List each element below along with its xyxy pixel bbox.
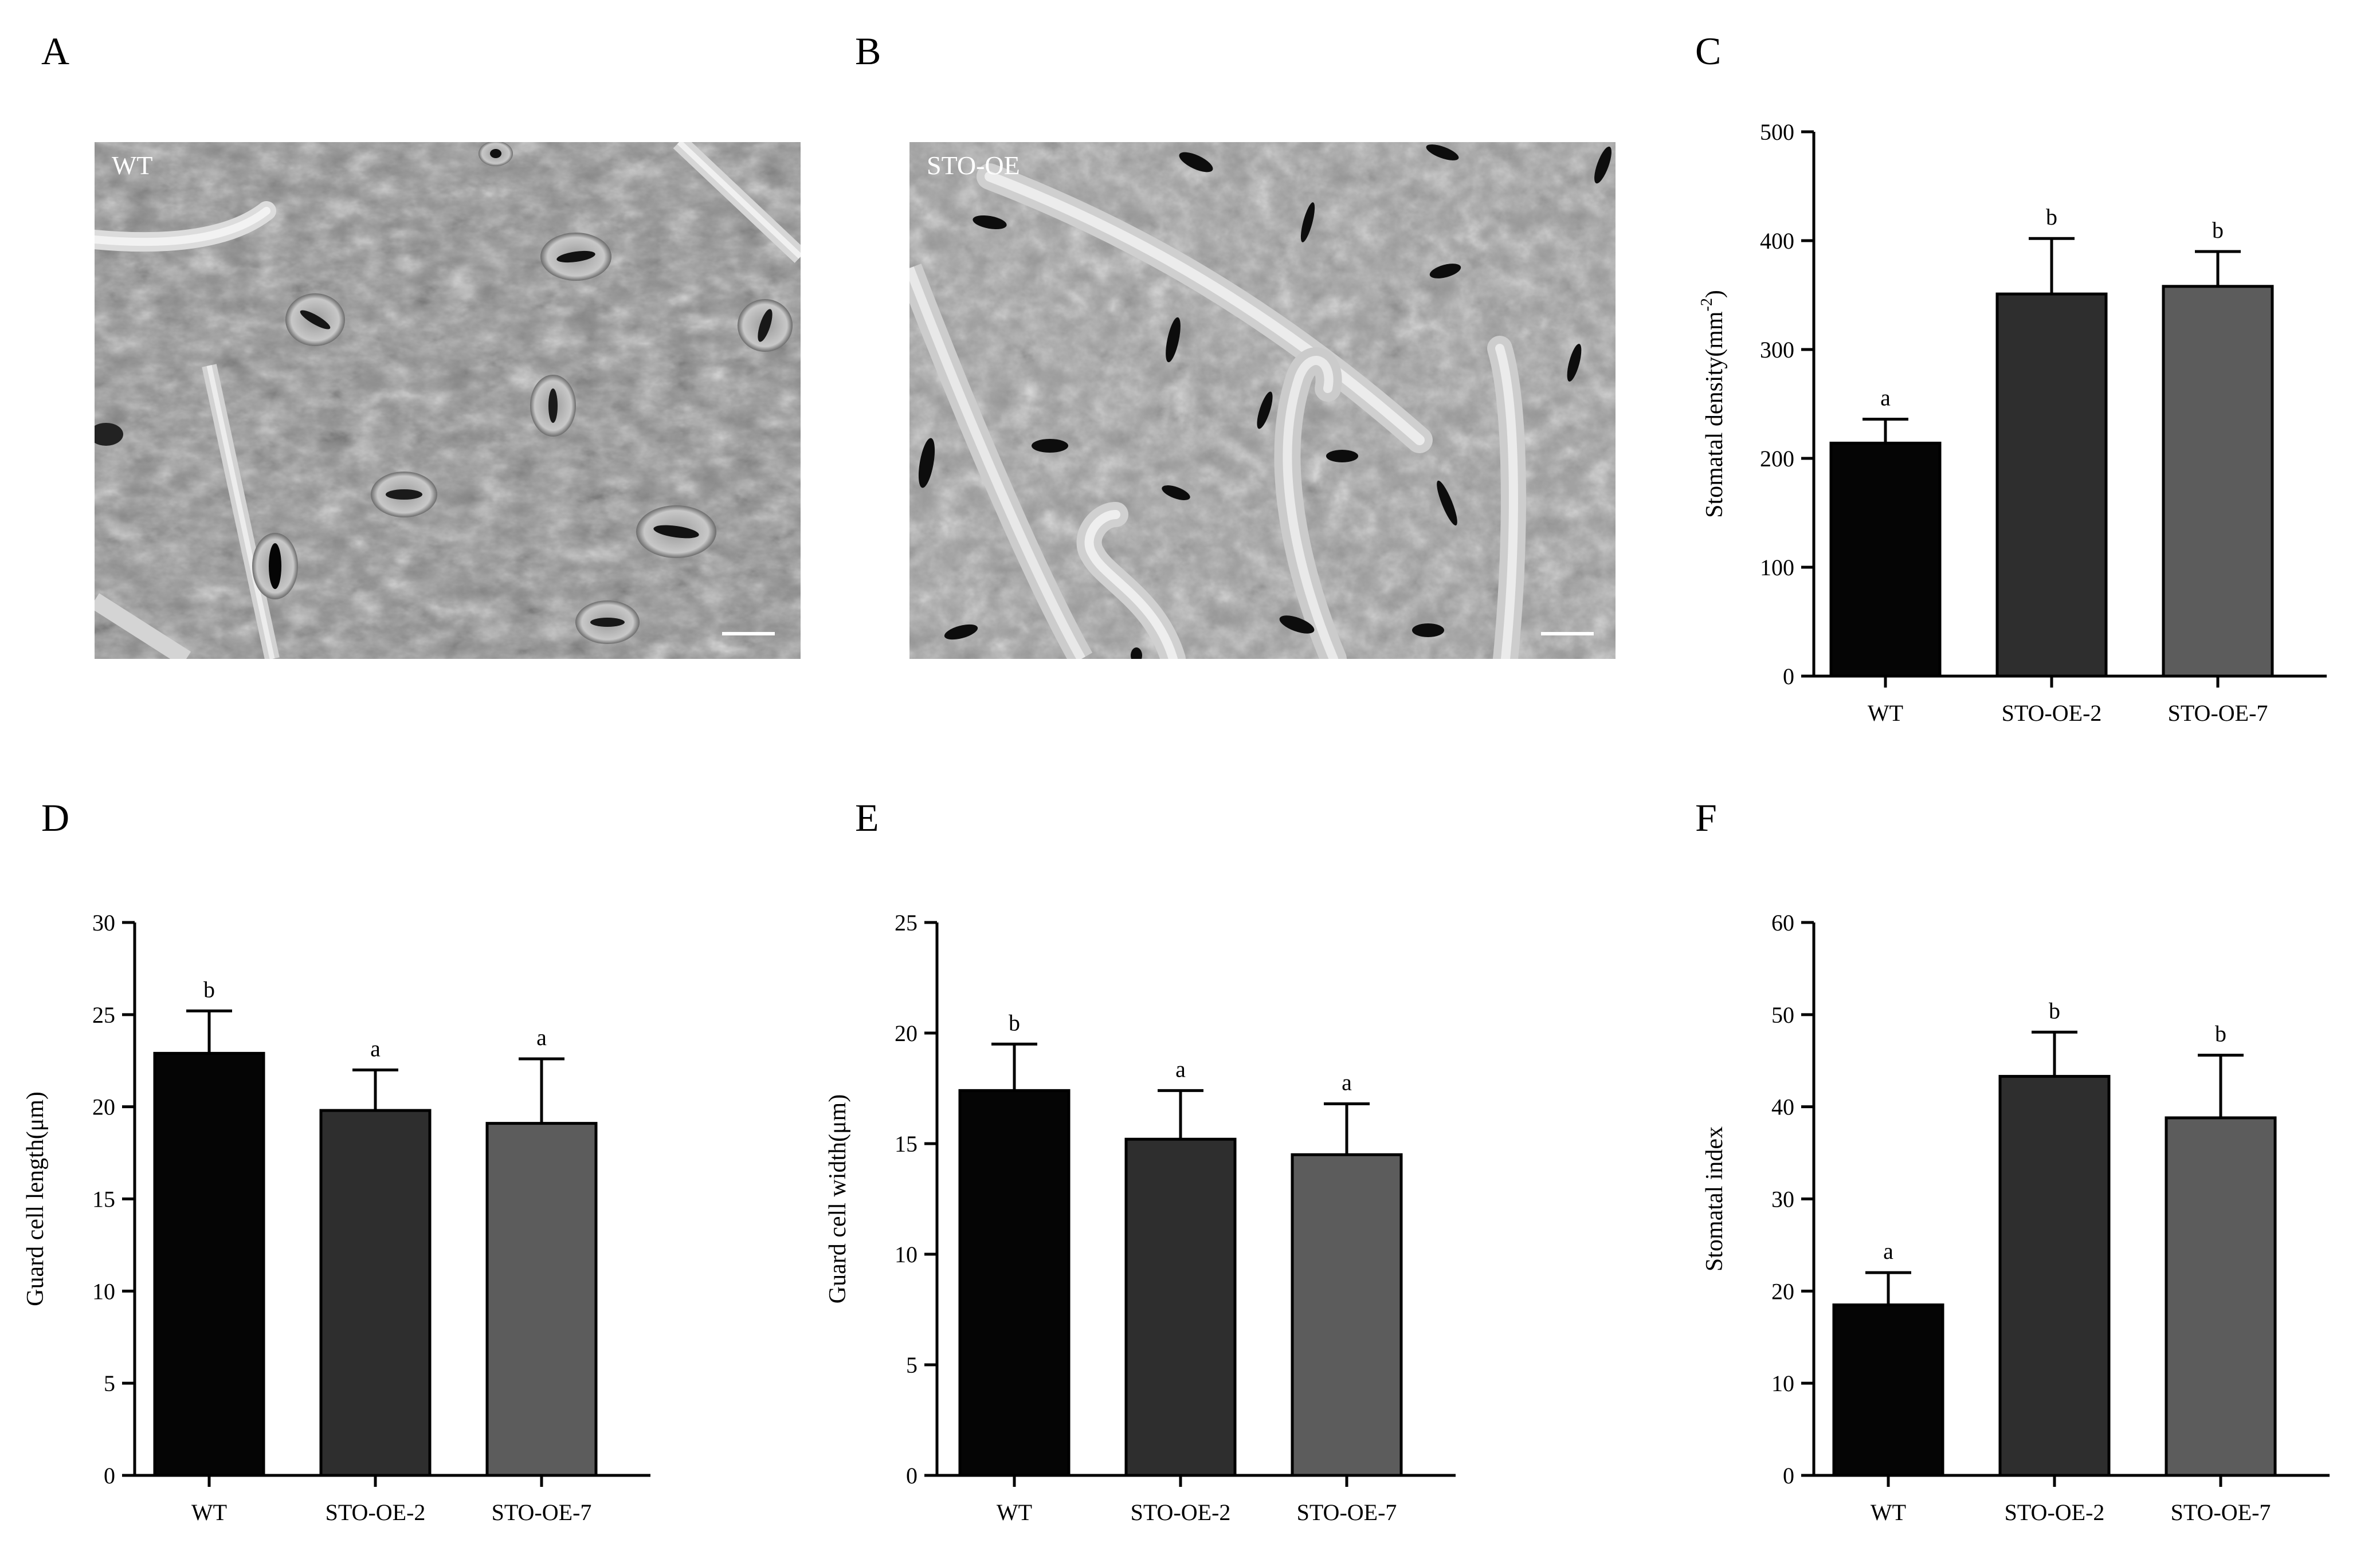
chart-c-bar-wt — [1829, 441, 1942, 678]
panel-letter-c: C — [1695, 29, 1722, 73]
chart-e-bar-wt — [958, 1089, 1071, 1477]
chart-d-y-tick-label: 10 — [92, 1278, 115, 1304]
chart-c-significance-label: b — [2212, 217, 2224, 243]
chart-e-x-tick-label: STO-OE-2 — [1131, 1499, 1231, 1525]
chart-e-significance-label: b — [1009, 1010, 1020, 1035]
chart-f-x-tick-label: WT — [1871, 1499, 1906, 1525]
chart-c-svg: 0 100 200 300 400 500 Stomatal density(mm-2) a W… — [1698, 119, 2327, 726]
chart-e-bar-sto-oe-2 — [1124, 1137, 1237, 1477]
chart-d-significance-label: a — [536, 1024, 547, 1050]
chart-f-y-tick-label: 20 — [1771, 1278, 1794, 1304]
chart-d-y-tick-label: 15 — [92, 1187, 115, 1212]
chart-f-significance-label: b — [2215, 1021, 2226, 1047]
chart-d-bar-sto-oe-7 — [485, 1122, 598, 1477]
chart-d-y-tick-label: 30 — [92, 910, 115, 936]
chart-d-x-tick-label: STO-OE-2 — [326, 1499, 426, 1525]
chart-d-y-tick-label: 25 — [92, 1002, 115, 1028]
chart-d-y-tick-label: 5 — [104, 1371, 115, 1396]
chart-d-bar-wt — [153, 1051, 265, 1477]
chart-e-y-tick-label: 10 — [895, 1242, 918, 1267]
chart-e-guard-cell-width: 0 5 10 15 20 25 Guard cell width(μm) b WT a STO-OE… — [825, 865, 1513, 1536]
chart-d-bar-sto-oe-2 — [319, 1109, 432, 1477]
chart-f-y-tick-label: 0 — [1783, 1463, 1794, 1489]
chart-f-svg: 0 10 20 30 40 50 60 Stomatal index a WT b STO-OE-2 b… — [1701, 910, 2330, 1525]
micrograph-sto-oe: STO-OE — [909, 142, 1616, 659]
chart-e-x-tick-label: STO-OE-7 — [1297, 1499, 1397, 1525]
scale-bar-a — [722, 632, 775, 635]
micrograph-wt-image — [95, 142, 801, 659]
chart-f-y-tick-label: 40 — [1771, 1094, 1794, 1120]
chart-f-y-axis-title: Stomatal index — [1701, 1126, 1728, 1271]
micrograph-wt: WT — [95, 142, 801, 659]
chart-c-y-tick-label: 400 — [1760, 228, 1794, 254]
chart-f-y-tick-label: 60 — [1771, 910, 1794, 936]
chart-c-x-tick-label: STO-OE-2 — [2002, 700, 2102, 726]
chart-f-y-tick-label: 30 — [1771, 1187, 1794, 1212]
chart-c-x-tick-label: WT — [1868, 700, 1903, 726]
chart-f-bar-sto-oe-7 — [2165, 1116, 2277, 1477]
chart-f-significance-label: a — [1883, 1238, 1893, 1264]
chart-e-y-tick-label: 20 — [895, 1020, 918, 1046]
panel-letter-d: D — [41, 796, 70, 839]
panel-letter-e: E — [855, 796, 879, 839]
chart-e-y-axis-title: Guard cell width(μm) — [825, 1094, 851, 1303]
chart-f-y-tick-label: 10 — [1771, 1371, 1794, 1396]
chart-d-guard-cell-length: 0 5 10 15 20 25 30 Guard cell length(μm) b WT a STO… — [22, 865, 682, 1536]
chart-f-x-tick-label: STO-OE-7 — [2171, 1499, 2271, 1525]
chart-d-significance-label: a — [370, 1035, 381, 1061]
chart-e-svg: 0 5 10 15 20 25 Guard cell width(μm) b WT a STO-OE… — [825, 910, 1456, 1525]
chart-d-y-tick-label: 20 — [92, 1094, 115, 1120]
chart-c-x-tick-label: STO-OE-7 — [2168, 700, 2268, 726]
panel-letter-b: B — [855, 29, 881, 73]
chart-f-y-tick-label: 50 — [1771, 1002, 1794, 1028]
chart-c-y-axis-title: Stomatal density(mm-2) — [1698, 290, 1728, 518]
chart-e-y-tick-label: 0 — [906, 1463, 918, 1489]
panel-letter-f: F — [1695, 796, 1717, 839]
chart-e-y-tick-label: 15 — [895, 1131, 918, 1157]
chart-e-y-tick-label: 5 — [906, 1352, 918, 1378]
chart-d-y-tick-label: 0 — [104, 1463, 115, 1489]
chart-f-stomatal-index: 0 10 20 30 40 50 60 Stomatal index a WT b STO-OE-2 b… — [1685, 865, 2344, 1536]
chart-c-significance-label: a — [1880, 385, 1891, 411]
chart-e-y-tick-label: 25 — [895, 910, 918, 936]
micrograph-sto-oe-label: STO-OE — [927, 151, 1020, 180]
chart-c-significance-label: b — [2046, 204, 2057, 230]
chart-c-y-tick-label: 500 — [1760, 119, 1794, 145]
chart-c-y-tick-label: 300 — [1760, 337, 1794, 363]
chart-c-stomatal-density: 0 100 200 300 400 500 Stomatal density(mm-2) a W… — [1685, 86, 2344, 751]
chart-c-y-tick-label: 0 — [1783, 663, 1794, 689]
chart-e-significance-label: a — [1342, 1070, 1352, 1096]
chart-d-x-tick-label: WT — [191, 1499, 227, 1525]
panel-letter-a: A — [41, 29, 70, 73]
chart-d-x-tick-label: STO-OE-7 — [492, 1499, 592, 1525]
chart-c-y-tick-label: 200 — [1760, 446, 1794, 472]
chart-f-bar-wt — [1832, 1303, 1944, 1477]
chart-d-svg: 0 5 10 15 20 25 30 Guard cell length(μm) b WT a STO… — [22, 910, 650, 1525]
scale-bar-b — [1541, 632, 1594, 635]
chart-c-bar-sto-oe-2 — [1995, 292, 2108, 678]
chart-d-y-axis-title: Guard cell length(μm) — [22, 1091, 49, 1306]
chart-c-bar-sto-oe-7 — [2162, 285, 2274, 678]
chart-f-significance-label: b — [2049, 998, 2060, 1023]
chart-f-bar-sto-oe-2 — [1998, 1075, 2111, 1477]
chart-e-x-tick-label: WT — [997, 1499, 1032, 1525]
chart-e-significance-label: a — [1175, 1056, 1186, 1082]
chart-e-bar-sto-oe-7 — [1291, 1153, 1403, 1477]
micrograph-sto-oe-image — [909, 142, 1616, 659]
chart-c-y-tick-label: 100 — [1760, 555, 1794, 580]
micrograph-wt-label: WT — [112, 151, 153, 180]
chart-d-significance-label: b — [203, 976, 215, 1002]
chart-f-x-tick-label: STO-OE-2 — [2005, 1499, 2105, 1525]
